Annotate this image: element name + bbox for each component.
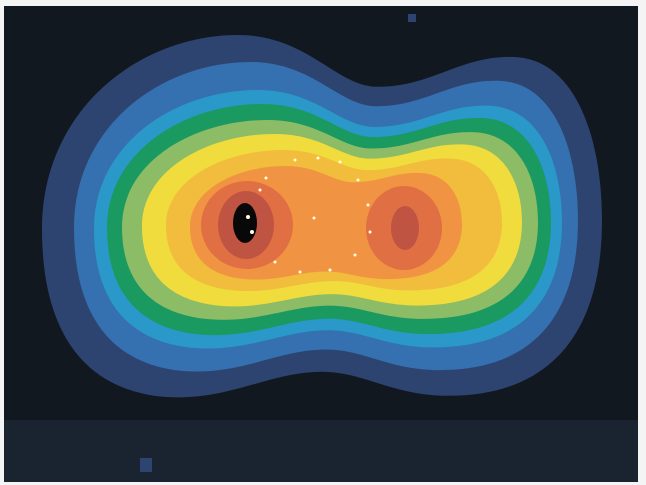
dot xyxy=(273,260,277,264)
dot xyxy=(368,230,372,234)
core xyxy=(233,203,257,243)
contour-level-10-right xyxy=(391,206,419,250)
marker-dots xyxy=(246,156,372,274)
dot xyxy=(298,270,302,274)
bottom-band xyxy=(4,420,638,482)
dot xyxy=(258,188,262,192)
dot xyxy=(338,160,342,164)
dot xyxy=(246,215,250,219)
dot xyxy=(366,203,370,207)
dot xyxy=(264,176,268,180)
dot xyxy=(250,230,254,234)
speck xyxy=(140,458,152,472)
dot xyxy=(356,178,360,182)
dot xyxy=(328,268,332,272)
dot xyxy=(312,216,316,220)
dot xyxy=(316,156,320,160)
speck xyxy=(408,14,416,22)
dot xyxy=(293,158,297,162)
dot xyxy=(353,253,357,257)
